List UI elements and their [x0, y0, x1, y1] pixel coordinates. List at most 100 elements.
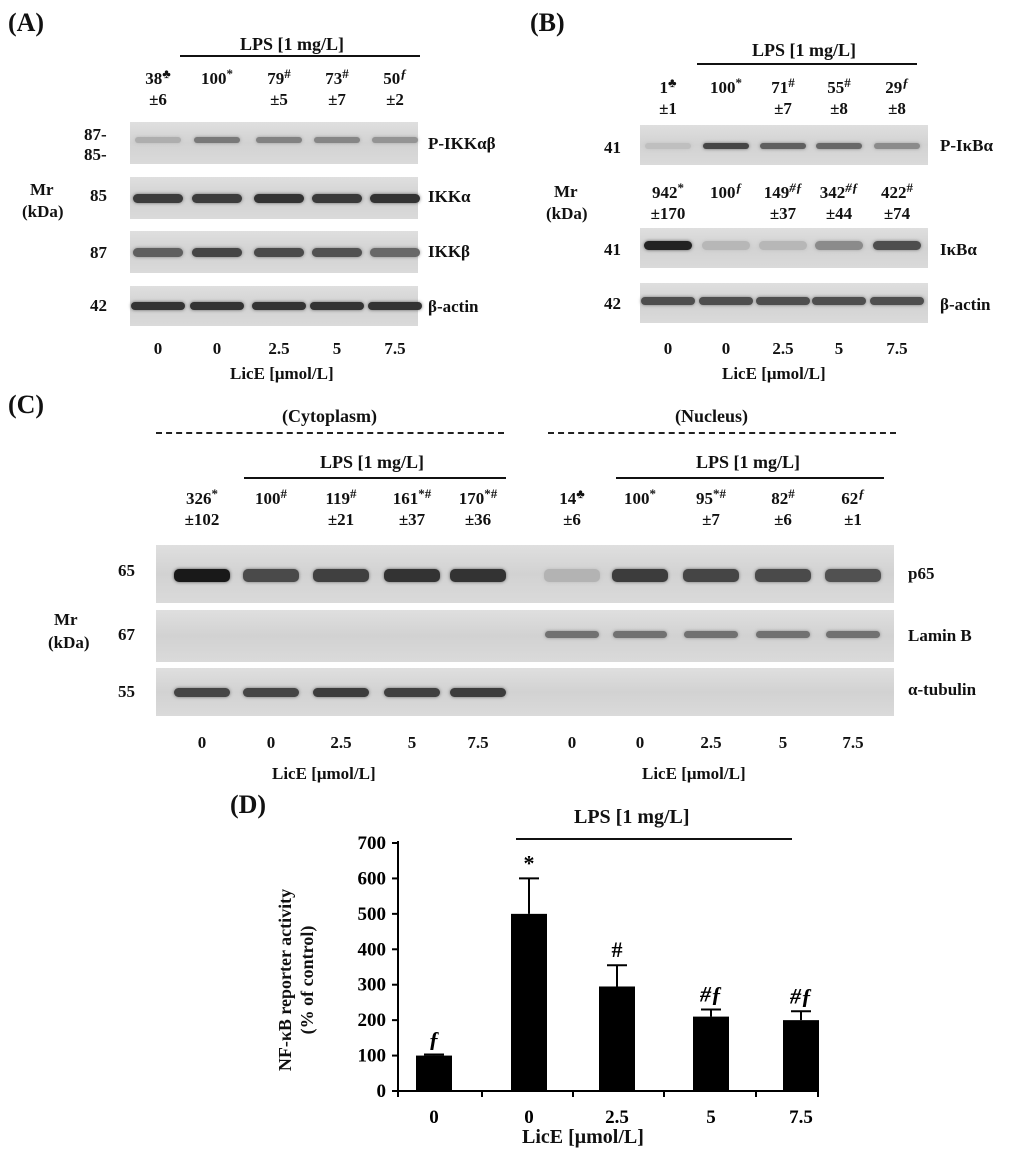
panel-b-tick-4: 7.5 — [886, 339, 908, 358]
panel-a-tick-4: 7.5 — [384, 339, 406, 358]
panel-c-nuc-value-sd-2: ±7 — [702, 510, 720, 529]
chart-bar-annotation-2: # — [612, 937, 623, 962]
chart-y-tick-label-2: 200 — [358, 1010, 387, 1031]
panel-a-band-3-3 — [310, 302, 364, 310]
panel-c-label: (C) — [8, 390, 45, 419]
panel-a-value-main-4: 50ƒ — [355, 66, 435, 89]
panel-b-top-value-sd-0: ±1 — [659, 99, 677, 118]
panel-b-tick-0: 0 — [663, 339, 673, 358]
panel-c-tick-0: 0 — [197, 733, 207, 752]
panel-c-band-0-7 — [683, 568, 739, 582]
panel-a-band-1-1 — [192, 193, 242, 203]
panel-c-band-0-5 — [544, 568, 600, 582]
panel-c-nuc-value-number-1: 100 — [624, 489, 650, 508]
panel-b-top-value-main-0: 1♣ — [628, 76, 708, 98]
panel-a-band-3-4 — [368, 302, 422, 310]
panel-a-band-1-0 — [133, 193, 183, 203]
panel-b-band-2-1 — [699, 297, 753, 305]
panel-b-top-value-sig-4: ƒ — [902, 75, 909, 90]
panel-c-mw-55: 55 — [118, 682, 135, 701]
panel-b-top-value-sig-3: # — [844, 75, 851, 90]
panel-b-mid-value-number-3: 342 — [819, 183, 846, 202]
panel-c-cyto-value-1: 100# — [231, 487, 311, 509]
panel-a-lps-bar — [180, 55, 420, 57]
panel-a-band-0-4 — [372, 137, 418, 143]
panel-b-mid-value-number-2: 149 — [763, 183, 790, 202]
panel-a-protein-ikka: IKKα — [428, 187, 471, 206]
panel-c-band-0-9 — [825, 568, 881, 582]
panel-b-band-0-4 — [874, 143, 920, 149]
panel-b-mw-42: 42 — [604, 294, 621, 313]
panel-b-band-0-0 — [645, 143, 691, 149]
panel-c-nuc-value-sd-3: ±6 — [774, 510, 792, 529]
panel-b-top-value-sd-4: ±8 — [888, 99, 906, 118]
panel-b-mid-value-sig-3: #ƒ — [845, 180, 859, 195]
panel-c-nuc-value-number-4: 62 — [841, 489, 859, 508]
panel-b-top-value-number-2: 71 — [771, 78, 789, 97]
panel-c-nuc-value-main-2: 95*# — [671, 487, 751, 509]
panel-a-value-sig-4: ƒ — [400, 66, 407, 81]
panel-c-nuc-value-sd-4: ±1 — [844, 510, 862, 529]
panel-b-top-value-number-4: 29 — [885, 78, 903, 97]
panel-b-top-value-main-1: 100* — [686, 76, 766, 98]
panel-b-top-value-number-1: 100 — [710, 78, 736, 97]
panel-a-band-0-0 — [135, 137, 181, 143]
panel-c-nuc-value-number-0: 14 — [559, 489, 577, 508]
panel-a-value-sd-2: ±5 — [270, 90, 288, 109]
panel-b-mid-value-0: 942* ±170 — [628, 180, 708, 224]
panel-a-lps-label: LPS [1 mg/L] — [240, 34, 345, 54]
panel-a-value-main-0: 38♣ — [118, 66, 198, 89]
panel-c-band-1-8 — [756, 630, 810, 638]
panel-a-band-0-2 — [256, 137, 302, 143]
panel-c-cyto-value-main-2: 119# — [301, 487, 381, 509]
chart-y-tick-label-1: 100 — [358, 1046, 387, 1067]
panel-c-cyto-value-2: 119# ±21 — [301, 487, 381, 530]
panel-c-nuc-value-number-3: 82 — [771, 489, 789, 508]
panel-b-top-value-sd-3: ±8 — [830, 99, 848, 118]
panel-d-lps-label: LPS [1 mg/L] — [574, 806, 690, 828]
panel-a-band-3-1 — [190, 302, 244, 310]
panel-c-cyto-value-3: 161*# ±37 — [372, 487, 452, 530]
panel-a-value-sig-0: ♣ — [162, 66, 171, 81]
panel-c-tick-4: 7.5 — [467, 733, 489, 752]
panel-b-mw-41b: 41 — [604, 240, 621, 259]
panel-b-mr-unit: (kDa) — [546, 204, 588, 223]
panel-a-value-4: 50ƒ ±2 — [355, 66, 435, 110]
panel-b-top-value-2: 71# ±7 — [743, 76, 823, 119]
panel-b-band-1-4 — [873, 240, 921, 250]
panel-c-tick-1: 0 — [266, 733, 276, 752]
panel-b-protein-actin: β-actin — [940, 295, 991, 314]
panel-a-value-main-1: 100* — [177, 67, 257, 89]
panel-a-tick-2: 2.5 — [268, 339, 290, 358]
chart-bar-2 — [599, 986, 635, 1091]
panel-a-mr-label: Mr — [30, 180, 54, 199]
panel-c-band-2-3 — [384, 687, 440, 697]
panel-c-nuc-value-4: 62ƒ ±1 — [813, 486, 893, 530]
panel-c-nuc-value-1: 100* — [600, 487, 680, 509]
panel-b-top-value-main-3: 55# — [799, 75, 879, 98]
panel-a-value-0: 38♣ ±6 — [118, 66, 198, 110]
chart-x-tick-label-1: 0 — [524, 1107, 534, 1128]
panel-a-value-1: 100* — [177, 67, 257, 89]
panel-c-tick-7: 2.5 — [700, 733, 722, 752]
panel-a-band-0-1 — [194, 137, 240, 143]
chart-bar-annotation-1: * — [524, 850, 535, 875]
panel-b-mid-value-main-4: 422# — [857, 181, 937, 203]
panel-b-mid-value-2: 149#ƒ ±37 — [743, 181, 823, 224]
panel-a-value-2: 79# ±5 — [239, 67, 319, 110]
panel-a-band-1-2 — [254, 193, 304, 203]
panel-c-lps-label-cyto: LPS [1 mg/L] — [320, 452, 425, 472]
panel-b-band-1-2 — [759, 240, 807, 250]
panel-b-mid-value-sig-0: * — [677, 180, 685, 195]
chart-y-tick-label-7: 700 — [358, 833, 387, 854]
panel-c-cyto-value-4: 170*# ±36 — [438, 487, 518, 530]
panel-c-nuc-value-main-3: 82# — [743, 487, 823, 509]
chart-x-tick-label-4: 7.5 — [789, 1107, 813, 1128]
panel-a-value-number-3: 73 — [325, 69, 343, 88]
blot-p-ikkab — [130, 122, 418, 164]
panel-b-protein-p-ikba: P-IκBα — [940, 136, 993, 155]
panel-c-band-2-4 — [450, 687, 506, 697]
panel-c-nuc-value-sig-4: ƒ — [858, 486, 865, 501]
panel-c-nucleus-label: (Nucleus) — [675, 406, 748, 426]
panel-b-band-2-2 — [756, 297, 810, 305]
